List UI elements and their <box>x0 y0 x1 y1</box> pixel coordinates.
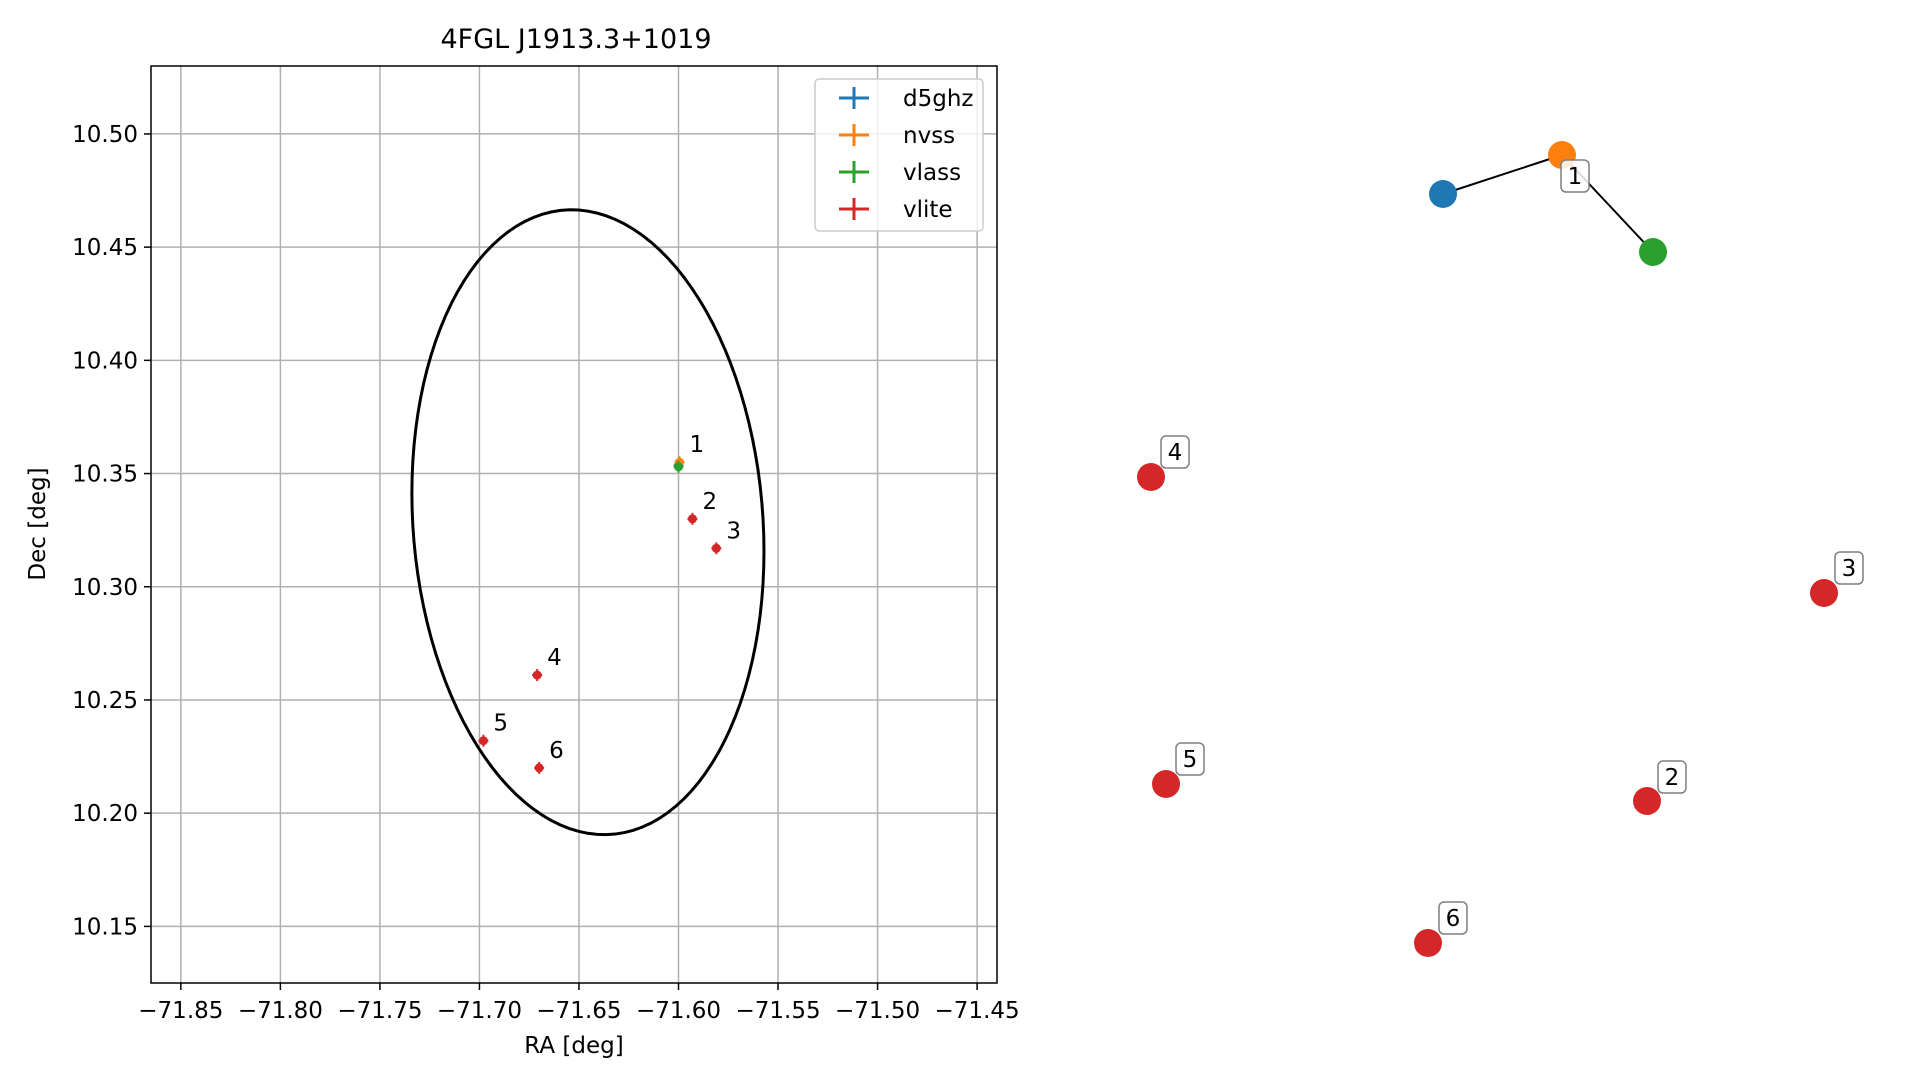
graph-node-label-box <box>1834 551 1864 585</box>
graph-edge <box>1442 154 1563 195</box>
y-tick-label: 10.35 <box>72 462 138 488</box>
data-point-vlass <box>674 462 684 472</box>
point-label: 2 <box>702 489 717 515</box>
graph-node-label: 6 <box>1446 906 1461 932</box>
data-point-vlite <box>532 670 542 680</box>
graph-node-label: 4 <box>1168 440 1183 466</box>
graph-node-label-box <box>1160 435 1190 469</box>
data-point-vlite <box>478 736 488 746</box>
x-tick-label: −71.60 <box>636 998 721 1024</box>
point-label: 3 <box>726 518 741 544</box>
graph-node-label-box <box>1657 760 1687 794</box>
graph-nodes: 1 2 3 4 5 6 <box>1137 141 1864 957</box>
point-label: 6 <box>549 738 564 764</box>
y-axis-ticks: 10.15 10.20 10.25 10.30 10.35 10.40 10.45 10.50 <box>72 122 151 940</box>
legend-box <box>814 78 984 232</box>
graph-node-label-box <box>1560 159 1590 193</box>
chart-title: 4FGL J1913.3+1019 <box>440 24 711 55</box>
graph-node-label: 5 <box>1183 747 1198 773</box>
legend-label-vlass: vlass <box>903 160 961 186</box>
graph-node-label-box <box>1175 742 1205 776</box>
y-tick-label: 10.20 <box>72 801 138 827</box>
x-tick-label: −71.65 <box>536 998 621 1024</box>
point-label: 4 <box>547 645 562 671</box>
localization-ellipse <box>410 208 766 837</box>
graph-node-label: 2 <box>1665 765 1680 791</box>
x-tick-label: −71.55 <box>735 998 820 1024</box>
graph-node-vlite-5 <box>1152 770 1180 798</box>
graph-node-label: 3 <box>1842 556 1857 582</box>
x-tick-label: −71.70 <box>437 998 522 1024</box>
y-tick-label: 10.50 <box>72 122 138 148</box>
graph-node-vlite-2 <box>1633 787 1661 815</box>
legend-entries: d5ghz nvss vlass vlite <box>839 86 973 223</box>
point-label: 5 <box>493 711 508 737</box>
graph-node-d5ghz <box>1429 180 1457 208</box>
y-tick-label: 10.25 <box>72 688 138 714</box>
scatter-plot-panel: 4FGL J1913.3+1019 −71.85 −71.80 −71.75 −71.… <box>25 24 1020 1059</box>
x-axis-label: RA [deg] <box>524 1033 623 1059</box>
graph-node-label-box <box>1438 901 1468 935</box>
association-graph-panel: 1 2 3 4 5 6 <box>1137 141 1864 957</box>
y-tick-label: 10.30 <box>72 575 138 601</box>
graph-node-vlite-4 <box>1137 463 1165 491</box>
x-tick-label: −71.45 <box>935 998 1020 1024</box>
graph-node-vlite-3 <box>1810 579 1838 607</box>
x-tick-label: −71.85 <box>138 998 223 1024</box>
data-point-vlite <box>711 543 721 553</box>
legend-label-vlite: vlite <box>903 197 953 223</box>
graph-node-vlite-6 <box>1414 929 1442 957</box>
y-tick-label: 10.15 <box>72 914 138 940</box>
y-tick-label: 10.40 <box>72 348 138 374</box>
x-tick-label: −71.50 <box>835 998 920 1024</box>
point-label: 1 <box>690 432 705 458</box>
x-tick-label: −71.80 <box>238 998 323 1024</box>
plot-frame <box>150 65 998 984</box>
legend-label-nvss: nvss <box>903 123 955 149</box>
legend-label-d5ghz: d5ghz <box>903 86 973 112</box>
data-point-vlite <box>534 763 544 773</box>
x-tick-label: −71.75 <box>337 998 422 1024</box>
graph-node-vlass <box>1639 238 1667 266</box>
y-tick-label: 10.45 <box>72 235 138 261</box>
data-point-vlite <box>687 514 697 524</box>
legend: d5ghz nvss vlass vlite <box>814 78 984 232</box>
y-axis-label: Dec [deg] <box>25 467 51 580</box>
x-axis-ticks: −71.85 −71.80 −71.75 −71.70 −71.65 −71.60 −71.… <box>138 983 1020 1024</box>
graph-node-label: 1 <box>1568 164 1583 190</box>
